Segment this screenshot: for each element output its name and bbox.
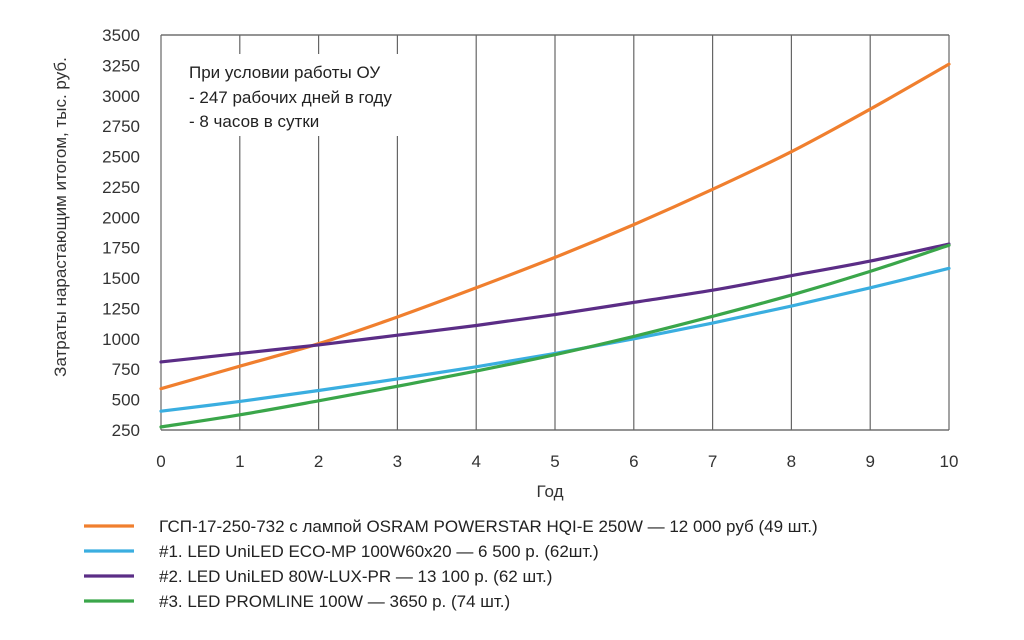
legend-label-1: ГСП-17-250-732 с лампой OSRAM POWERSTAR … (159, 517, 818, 536)
x-axis-label: Год (536, 482, 563, 501)
x-tick-label: 0 (156, 452, 165, 471)
annotation-line-1: При условии работы ОУ (189, 63, 380, 82)
y-tick-label: 1250 (102, 299, 140, 318)
series-line-1 (159, 62, 951, 391)
x-tick-label: 4 (471, 452, 480, 471)
x-tick-label: 8 (787, 452, 796, 471)
y-axis-label: Затраты нарастающим итогом, тыс. руб. (51, 57, 70, 377)
y-tick-label: 1000 (102, 330, 140, 349)
x-tick-label: 9 (865, 452, 874, 471)
legend-label-3: #2. LED UniLED 80W-LUX-PR — 13 100 р. (6… (159, 567, 552, 586)
x-tick-label: 5 (550, 452, 559, 471)
x-tick-label: 10 (940, 452, 959, 471)
annotation-line-2: - 247 рабочих дней в году (189, 88, 392, 107)
annotation-line-3: - 8 часов в сутки (189, 112, 319, 131)
series-line-4 (159, 243, 951, 429)
y-tick-label: 3250 (102, 56, 140, 75)
y-tick-label: 1750 (102, 239, 140, 258)
y-tick-label: 3000 (102, 87, 140, 106)
legend-label-2: #1. LED UniLED ECO-MP 100W60x20 — 6 500 … (159, 542, 599, 561)
x-tick-label: 1 (235, 452, 244, 471)
series-line-3 (159, 242, 951, 364)
x-tick-label: 3 (393, 452, 402, 471)
series-lines (159, 62, 951, 429)
y-tick-label: 3500 (102, 26, 140, 45)
x-tick-labels: 0 1 2 3 4 5 6 7 8 9 10 (156, 452, 958, 471)
y-tick-label: 750 (112, 360, 140, 379)
y-tick-label: 2000 (102, 208, 140, 227)
annotation-box (172, 54, 438, 136)
y-tick-label: 500 (112, 391, 140, 410)
y-tick-label: 2250 (102, 178, 140, 197)
legend-label-4: #3. LED PROMLINE 100W — 3650 р. (74 шт.) (159, 592, 510, 611)
x-tick-label: 2 (314, 452, 323, 471)
x-tick-label: 7 (708, 452, 717, 471)
y-tick-label: 2500 (102, 148, 140, 167)
y-tick-labels: 250 500 750 1000 1250 1500 1750 2000 2250 2500 275… (102, 26, 140, 440)
y-tick-label: 2750 (102, 117, 140, 136)
x-tick-label: 6 (629, 452, 638, 471)
y-tick-label: 250 (112, 421, 140, 440)
y-tick-label: 1500 (102, 269, 140, 288)
legend: ГСП-17-250-732 с лампой OSRAM POWERSTAR … (84, 517, 818, 611)
